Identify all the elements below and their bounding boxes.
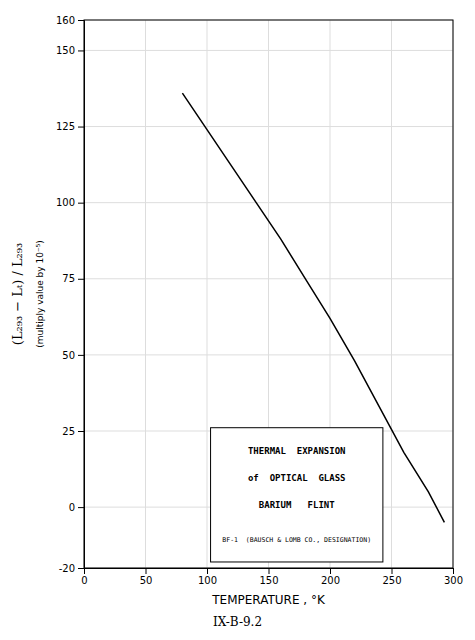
y-axis-label: (L₂₉₃ − Lₜ) / L₂₉₃ — [10, 243, 25, 345]
plot-frame — [84, 20, 453, 568]
tick: 150 — [56, 45, 84, 56]
tick: 100 — [56, 197, 84, 208]
tick-mark — [78, 50, 84, 51]
curve — [182, 93, 444, 522]
tick-label: 150 — [259, 575, 278, 586]
annotation-text: THERMAL EXPANSION — [248, 446, 346, 456]
tick: 0 — [69, 502, 84, 513]
axis-line — [78, 21, 85, 569]
tick-label: 300 — [444, 575, 463, 586]
tick: 300 — [444, 568, 463, 586]
annotation-text: BARIUM FLINT — [259, 500, 335, 510]
tick-mark — [78, 127, 84, 128]
tick-label: 125 — [56, 121, 75, 132]
y-axis: -20 0 25 50 75 100 125 150 160 — [56, 15, 85, 574]
tick-mark — [78, 431, 84, 432]
grid-line-x — [145, 20, 146, 568]
annotation-frame — [211, 428, 383, 562]
tick-mark — [207, 568, 208, 574]
tick: 25 — [62, 426, 84, 437]
tick-label: 75 — [62, 273, 75, 284]
x-axis-label: TEMPERATURE , °K — [211, 593, 326, 607]
tick: 160 — [56, 15, 84, 26]
tick: 50 — [62, 350, 84, 361]
tick: 250 — [382, 568, 401, 586]
tick: 150 — [259, 568, 278, 586]
tick: 200 — [321, 568, 340, 586]
tick-mark — [330, 568, 331, 574]
grid — [84, 20, 453, 568]
tick-mark — [78, 279, 84, 280]
annotation-box: THERMAL EXPANSION of OPTICAL GLASS BARIUM … — [211, 428, 383, 562]
tick-mark — [453, 568, 454, 574]
tick-label: 160 — [56, 15, 75, 26]
tick-mark — [392, 568, 393, 574]
tick-label: 50 — [62, 350, 75, 361]
grid-line-x — [391, 20, 392, 568]
tick-label: 200 — [321, 575, 340, 586]
annotation-text: of OPTICAL GLASS — [248, 473, 346, 483]
tick-label: 25 — [62, 426, 75, 437]
tick: 75 — [62, 273, 84, 284]
tick-label: 100 — [56, 197, 75, 208]
grid-line-x — [207, 20, 208, 568]
tick-mark — [78, 20, 84, 21]
grid-line-y — [84, 278, 453, 279]
series — [182, 93, 444, 522]
tick-label: 0 — [81, 575, 87, 586]
tick-mark — [78, 507, 84, 508]
tick: 0 — [81, 568, 87, 586]
footnote: IX-B-9.2 — [213, 615, 262, 629]
annotation-text: BF-1 (BAUSCH & LOMB CO., DESIGNATION) — [222, 536, 371, 544]
grid-line-y — [84, 202, 453, 203]
tick-label: 150 — [56, 45, 75, 56]
tick: 50 — [140, 568, 153, 586]
tick: 125 — [56, 121, 84, 132]
y-axis-note: (multiply value by 10⁻⁵) — [35, 240, 45, 348]
chart: THERMAL EXPANSION of OPTICAL GLASS BARIUM … — [0, 0, 475, 640]
grid-line-y — [84, 50, 453, 51]
tick: -20 — [59, 563, 84, 574]
axis-line — [85, 569, 454, 575]
tick-label: -20 — [59, 563, 75, 574]
plot-area: THERMAL EXPANSION of OPTICAL GLASS BARIUM … — [56, 15, 463, 586]
tick-mark — [78, 355, 84, 356]
tick-mark — [78, 203, 84, 204]
tick-label: 50 — [140, 575, 153, 586]
tick-label: 0 — [69, 502, 75, 513]
grid-line-y — [84, 354, 453, 355]
tick: 100 — [198, 568, 217, 586]
x-axis: 0 50 100 150 200 250 300 — [81, 568, 463, 586]
tick-mark — [146, 568, 147, 574]
tick-mark — [269, 568, 270, 574]
tick-label: 250 — [382, 575, 401, 586]
grid-line-y — [84, 126, 453, 127]
tick-label: 100 — [198, 575, 217, 586]
tick-mark — [78, 568, 84, 569]
